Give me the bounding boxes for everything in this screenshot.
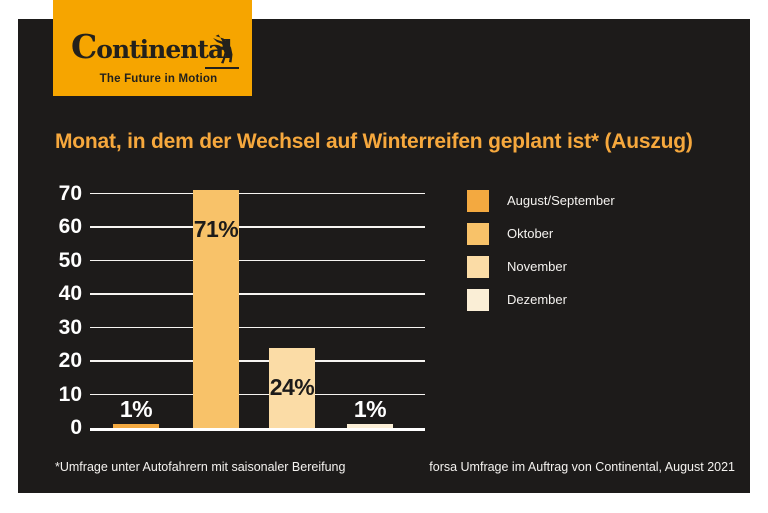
legend-label: Oktober: [507, 226, 554, 241]
wordmark-rest: ontinental: [96, 35, 232, 64]
y-axis-tick-30: 30: [58, 315, 82, 339]
bar-value-label: 71%: [193, 216, 239, 242]
footnote-source: forsa Umfrage im Auftrag von Continental…: [429, 460, 735, 474]
bar-dezember: [347, 424, 393, 428]
y-axis-tick-60: 60: [58, 215, 82, 238]
legend-label: November: [507, 259, 567, 274]
horse-underline: [205, 67, 239, 69]
bar-august-september: [113, 424, 159, 428]
y-axis-tick-50: 50: [58, 248, 82, 272]
chart-panel: [18, 19, 750, 493]
gridline-10: [90, 393, 425, 396]
y-axis-tick-70: 70: [58, 181, 82, 205]
gridline-70: [90, 192, 425, 195]
bar-value-label: 24%: [269, 374, 315, 400]
legend-swatch: [467, 289, 489, 311]
gridline-30: [90, 326, 425, 329]
bar-oktober: [193, 190, 239, 428]
gridline-20: [90, 360, 425, 362]
chart-title: Monat, in dem der Wechsel auf Winterreif…: [55, 130, 693, 153]
bar-november: [269, 348, 315, 428]
bar-value-label: 1%: [119, 396, 153, 422]
wordmark-initial: C: [71, 27, 97, 66]
y-axis-tick-0: 0: [70, 416, 82, 439]
y-axis-tick-10: 10: [58, 382, 82, 406]
legend-swatch: [467, 256, 489, 278]
gridline-40: [90, 293, 425, 295]
rearing-horse-icon: [213, 34, 233, 64]
legend-swatch: [467, 223, 489, 245]
y-axis-tick-20: 20: [58, 349, 82, 372]
legend-label: Dezember: [507, 292, 567, 307]
gridline-50: [90, 259, 425, 262]
gridline-60: [90, 226, 425, 228]
logo-tagline: The Future in Motion: [99, 73, 218, 85]
footnote-survey: *Umfrage unter Autofahrern mit saisonale…: [55, 460, 346, 474]
y-axis-tick-40: 40: [58, 282, 82, 305]
gridline-0: [90, 428, 425, 431]
legend-swatch: [467, 190, 489, 212]
bar-value-label: 1%: [353, 396, 387, 422]
legend-label: August/September: [507, 193, 615, 208]
